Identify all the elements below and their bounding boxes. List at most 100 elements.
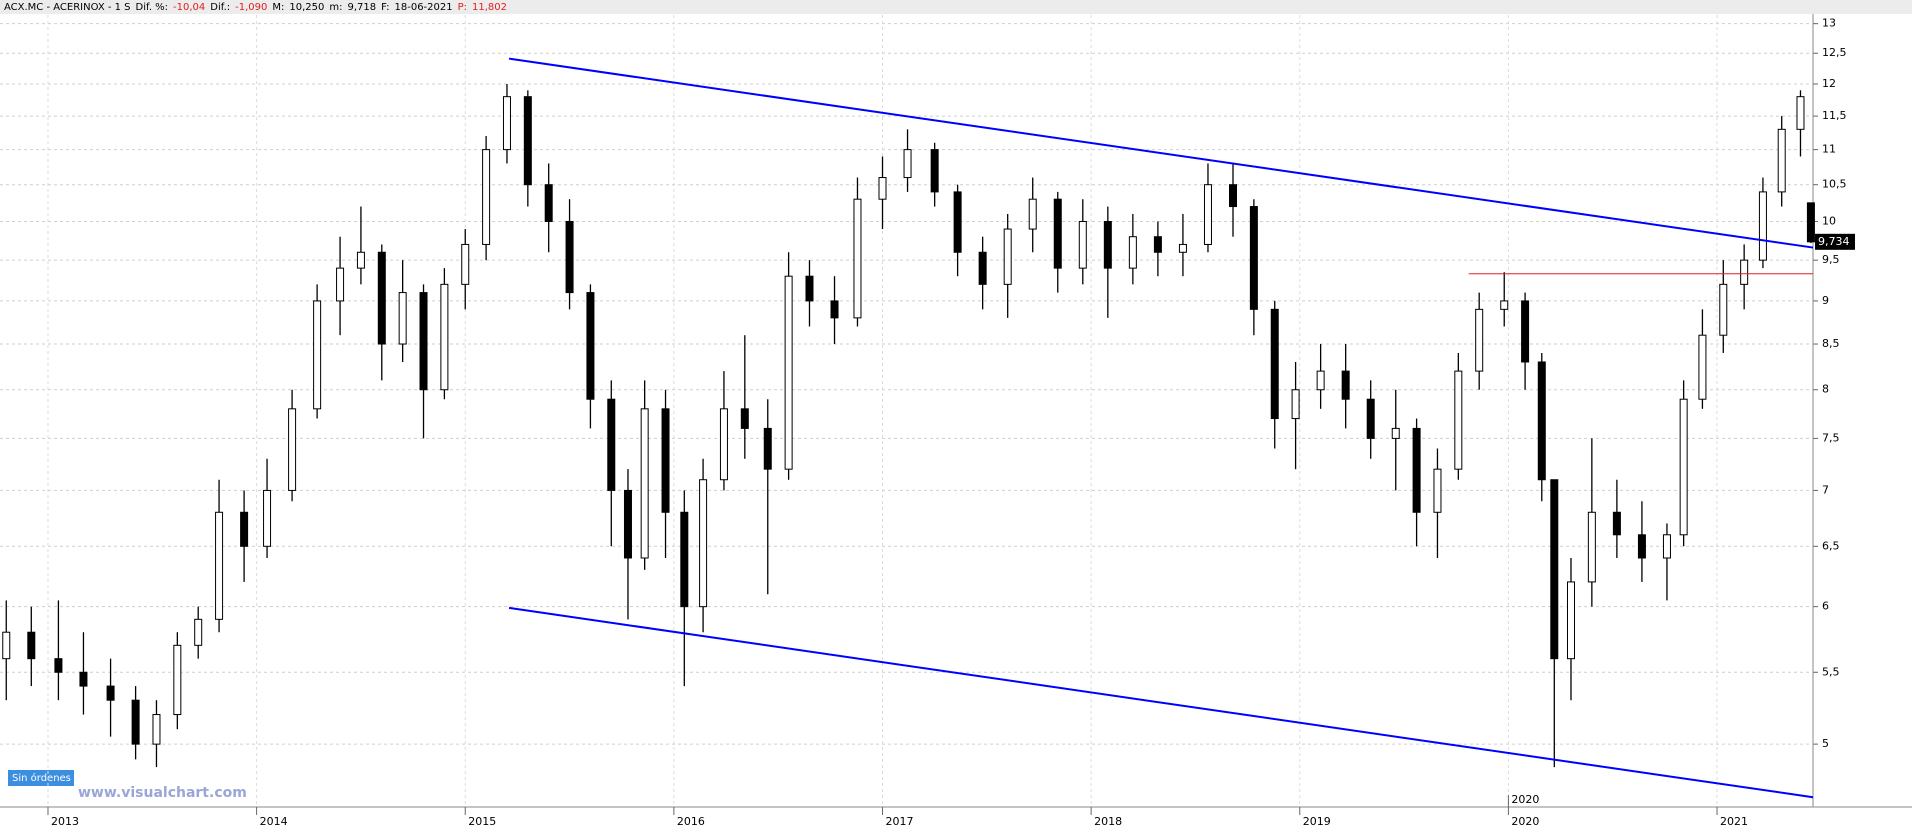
candle-body xyxy=(1637,534,1646,559)
candle-body xyxy=(1178,243,1187,253)
x-tick-label: 2014 xyxy=(260,815,288,828)
watermark: www.visualchart.com xyxy=(78,785,247,801)
last-price-label: 9,734 xyxy=(1818,235,1850,248)
y-tick-label: 13 xyxy=(1822,17,1836,30)
candle-body xyxy=(1412,427,1421,513)
candle-body xyxy=(680,511,689,608)
x-tick-label: 2015 xyxy=(468,815,496,828)
candle-body xyxy=(54,658,63,673)
candle-body xyxy=(1391,427,1400,439)
y-tick-label: 5,5 xyxy=(1822,665,1840,678)
candle-body xyxy=(623,489,632,559)
status-box xyxy=(8,770,74,786)
candle-body xyxy=(173,644,182,716)
candle-body xyxy=(419,292,428,391)
candle-body xyxy=(740,408,749,429)
header-bar xyxy=(0,0,1912,14)
candle-body xyxy=(194,618,203,646)
header-value: 9,718 xyxy=(348,2,377,13)
candle-body xyxy=(699,479,708,608)
y-tick-label: 8 xyxy=(1822,383,1829,396)
header-symbol: ACX.MC - ACERINOX - 1 S xyxy=(4,2,131,13)
y-tick-label: 12 xyxy=(1822,77,1836,90)
candle-body xyxy=(1270,308,1279,420)
y-tick-label: 6 xyxy=(1822,600,1829,613)
candle-body xyxy=(398,292,407,345)
y-tick-label: 7 xyxy=(1822,483,1829,496)
candle-body xyxy=(1128,236,1137,269)
candle-body xyxy=(461,243,470,285)
header-value: -10,04 xyxy=(173,2,205,13)
candle-body xyxy=(1341,370,1350,400)
status-text: Sin órdenes xyxy=(12,772,71,784)
y-tick-label: 11 xyxy=(1822,143,1836,156)
candle-body xyxy=(1612,511,1621,536)
candle-body xyxy=(482,149,491,245)
candle-body xyxy=(1550,479,1559,660)
y-tick-label: 10,5 xyxy=(1822,178,1847,191)
candle-body xyxy=(1053,198,1062,269)
candle-body xyxy=(1537,361,1546,481)
candle-body xyxy=(1719,283,1728,336)
y-tick-label: 5 xyxy=(1822,737,1829,750)
y-tick-label: 9,5 xyxy=(1822,253,1840,266)
candle-body xyxy=(1028,198,1037,230)
y-tick-label: 9 xyxy=(1822,294,1829,307)
x-tick-label: 2019 xyxy=(1303,815,1331,828)
candle-body xyxy=(586,292,595,400)
candle-body xyxy=(1078,220,1087,269)
candle-body xyxy=(1316,370,1325,391)
candle-body xyxy=(79,671,88,687)
annotation: 2020 xyxy=(1511,793,1539,806)
candle-body xyxy=(1433,468,1442,513)
candle-body xyxy=(640,408,649,559)
candle-body xyxy=(1679,398,1688,536)
candle-body xyxy=(240,511,249,547)
trendline xyxy=(508,57,1814,249)
x-tick-label: 2013 xyxy=(51,815,79,828)
candle-body xyxy=(1103,220,1112,269)
candle-body xyxy=(1454,370,1463,470)
header-label: F: xyxy=(381,2,389,13)
header-value: 10,250 xyxy=(289,2,324,13)
candle-body xyxy=(1249,206,1258,310)
candle-body xyxy=(1796,96,1805,130)
candle-body xyxy=(377,251,386,345)
last-price-tag xyxy=(1815,233,1855,250)
candle-body xyxy=(1587,511,1596,583)
candle-body xyxy=(288,408,297,491)
candle-body xyxy=(336,267,345,302)
candle-body xyxy=(1521,300,1530,363)
candle-body xyxy=(853,198,862,319)
candle-body xyxy=(356,251,365,269)
candle-body xyxy=(784,275,793,470)
candle-body xyxy=(1003,228,1012,285)
candle-body xyxy=(523,96,532,186)
candle-body xyxy=(27,631,36,660)
header-value: 11,802 xyxy=(472,2,507,13)
trendline xyxy=(508,606,1814,799)
candle-body xyxy=(1366,398,1375,439)
candle-body xyxy=(106,685,115,701)
candle-body xyxy=(719,408,728,481)
x-tick-label: 2016 xyxy=(677,815,705,828)
x-tick-label: 2018 xyxy=(1094,815,1122,828)
candle-body xyxy=(2,631,11,660)
y-tick-label: 11,5 xyxy=(1822,109,1847,122)
y-tick-label: 6,5 xyxy=(1822,539,1840,552)
y-tick-label: 10 xyxy=(1822,214,1836,227)
candle-body xyxy=(1758,191,1767,261)
candle-body xyxy=(878,177,887,200)
candle-body xyxy=(1500,300,1509,310)
header-value: 18-06-2021 xyxy=(395,2,453,13)
candle-body xyxy=(1229,184,1238,208)
candle-body xyxy=(544,184,553,222)
candle-body xyxy=(215,511,224,620)
candle-body xyxy=(1740,259,1749,285)
candle-body xyxy=(661,408,670,513)
candle-body xyxy=(263,489,272,547)
header-label: Dif. %: xyxy=(136,2,169,13)
